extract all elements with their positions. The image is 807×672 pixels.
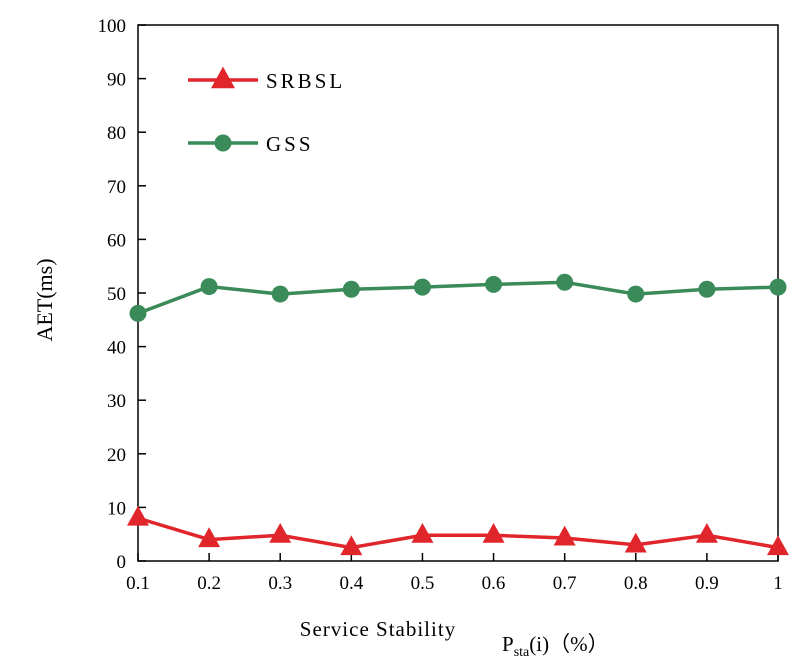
- x-unit-rest: (i)（%）: [529, 632, 608, 656]
- data-point-gss: [485, 275, 503, 293]
- data-point-gss: [271, 285, 289, 303]
- data-point-srbsl: [340, 535, 363, 556]
- y-tick-label: 40: [107, 338, 126, 359]
- data-point-gss: [200, 278, 218, 296]
- x-tick-label: 0.6: [482, 573, 506, 594]
- x-tick-label: 0.3: [268, 573, 292, 594]
- data-point-gss: [556, 273, 574, 291]
- data-point-srbsl: [198, 527, 221, 548]
- data-point-srbsl: [482, 522, 505, 543]
- y-tick-label: 50: [107, 284, 126, 305]
- series-line-srbsl: [137, 516, 779, 550]
- x-tick-label: 0.8: [624, 573, 648, 594]
- data-point-srbsl: [624, 532, 647, 553]
- y-axis: 0 10 20 30 40 50 60 70 80 90 100: [98, 16, 146, 573]
- x-unit-subscript: sta: [514, 645, 530, 660]
- legend-label-srbsl: SRBSL: [266, 69, 345, 93]
- series-line-gss: [137, 280, 779, 316]
- x-tick-label: 0.9: [695, 573, 719, 594]
- data-point-gss: [129, 304, 147, 322]
- y-tick-label: 90: [107, 70, 126, 91]
- legend-label-gss: GSS: [266, 132, 314, 156]
- x-axis-label: Service Stability: [300, 617, 456, 641]
- y-tick-label: 0: [117, 552, 127, 573]
- x-axis-unit-label: Psta(i)（%）: [502, 632, 609, 660]
- x-axis: 0.1 0.2 0.3 0.4 0.5 0.6 0.7 0.8 0.9 1: [126, 553, 783, 594]
- data-point-srbsl: [553, 525, 576, 546]
- x-tick-label: 0.1: [126, 573, 150, 594]
- x-tick-label: 0.2: [197, 573, 221, 594]
- data-point-gss: [413, 278, 431, 296]
- legend-marker-srbsl: [211, 66, 235, 89]
- y-tick-label: 100: [98, 16, 127, 37]
- y-tick-label: 70: [107, 177, 126, 198]
- data-point-srbsl: [269, 522, 292, 543]
- data-point-gss: [698, 280, 716, 298]
- y-axis-label: AET(ms): [32, 258, 57, 341]
- x-tick-label: 0.5: [411, 573, 435, 594]
- y-tick-label: 30: [107, 391, 126, 412]
- data-point-gss: [342, 280, 360, 298]
- legend-marker-gss: [214, 134, 232, 152]
- data-point-srbsl: [767, 535, 789, 556]
- series-layer: [127, 273, 789, 556]
- x-tick-label: 1: [773, 573, 783, 594]
- y-tick-label: 60: [107, 230, 126, 251]
- data-point-gss: [627, 285, 645, 303]
- legend: SRBSL GSS: [188, 66, 345, 156]
- data-point-gss: [769, 278, 787, 296]
- plot-frame: [137, 24, 779, 562]
- data-point-srbsl: [695, 522, 718, 543]
- y-tick-label: 20: [107, 445, 126, 466]
- data-point-srbsl: [127, 505, 149, 526]
- y-tick-label: 10: [107, 498, 126, 519]
- x-tick-label: 0.4: [339, 573, 363, 594]
- x-unit-main: P: [502, 632, 514, 656]
- x-tick-label: 0.7: [553, 573, 577, 594]
- data-point-srbsl: [411, 522, 434, 543]
- y-tick-label: 80: [107, 123, 126, 144]
